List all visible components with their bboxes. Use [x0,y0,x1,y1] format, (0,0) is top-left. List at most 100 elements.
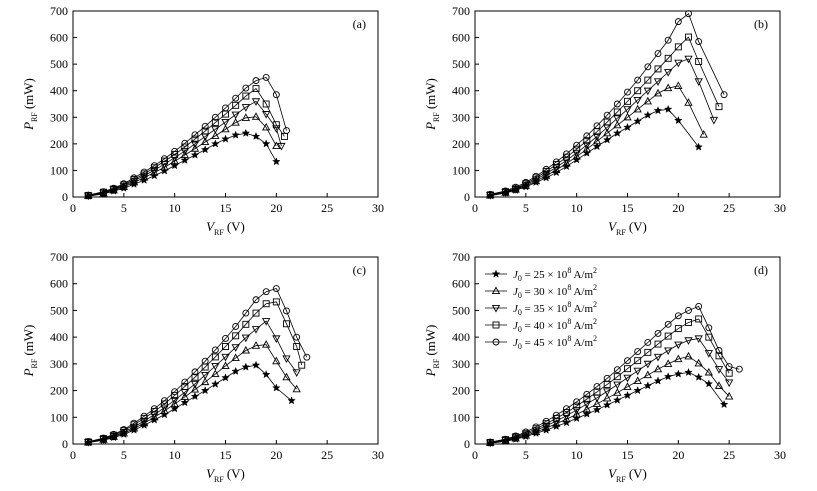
marker-triangle-down [272,125,281,133]
legend-symbol: J [513,269,519,281]
marker-triangle-up [603,393,612,402]
marker-circle [624,357,631,365]
marker-triangle-down [491,304,501,313]
marker-square [634,87,642,95]
marker-triangle-up [694,358,703,367]
x-tick-label: 10 [571,201,583,215]
x-tick-label: 30 [372,201,384,215]
marker-triangle-up [272,356,281,365]
marker-square [685,319,692,326]
y-tick-label: 500 [50,303,68,317]
x-tick-label: 25 [321,448,333,462]
marker-triangle-down [170,154,179,163]
marker-triangle-down [170,397,179,405]
marker-circle [624,88,631,96]
marker-triangle-down [221,119,230,127]
marker-triangle-down [201,372,210,380]
marker-square [654,340,662,348]
marker-square [695,58,703,65]
series-line [490,355,730,444]
marker-triangle-up [623,382,632,390]
marker-triangle-down [562,157,571,165]
marker-square [201,127,209,135]
series-triangle-down [486,55,719,200]
marker-circle [262,73,270,81]
marker-square [725,369,733,377]
marker-triangle-up [160,162,169,171]
axis-label-symbol: V [206,219,216,234]
plot-frame [72,10,379,198]
y-tick-label: 0 [464,190,470,204]
marker-triangle-up [613,120,622,129]
marker-triangle-up [582,404,591,413]
legend-unit-exponent: 2 [593,283,597,292]
marker-star [231,366,240,375]
marker-circle [492,338,500,346]
legend-unit-exponent: 2 [593,334,597,343]
marker-circle [140,412,148,420]
marker-square [624,365,631,373]
marker-star [241,128,251,137]
legend-symbol: J [513,320,519,332]
axis-label-symbol: V [608,466,618,481]
axis-label-unit: (mW) [21,78,36,109]
x-tick-label: 20 [270,448,282,462]
legend-subscript: 0 [518,291,522,300]
legend-unit-exponent: 2 [593,317,597,326]
marker-circle [664,320,672,328]
marker-star [251,131,261,141]
series-line [490,13,725,195]
marker-star [190,150,200,159]
marker-triangle-up [623,112,632,121]
legend-label: J0 = 25 × 108 A/m2 [513,266,597,283]
marker-star [231,130,240,139]
marker-star [643,110,653,119]
legend-symbol: J [513,286,519,298]
series-line [88,288,308,442]
marker-triangle-down [231,344,240,352]
axis-label-subscript: RF [214,475,224,484]
legend-label: J0 = 30 × 108 A/m2 [513,283,597,300]
x-tick-label: 20 [672,448,684,462]
marker-square [211,353,219,361]
marker-circle [272,91,280,99]
marker-circle [232,94,240,102]
marker-square [492,321,500,329]
marker-triangle-up [613,388,622,396]
marker-triangle-down [709,116,719,125]
series-line [88,301,303,443]
marker-triangle-down [241,334,250,343]
marker-circle [191,131,199,139]
marker-square [252,309,260,317]
marker-circle [603,111,611,119]
legend-subscript: 0 [518,308,522,317]
axis-label-unit: (V) [227,466,245,481]
marker-circle [735,365,743,373]
marker-triangle-down [684,55,693,64]
marker-triangle-down [592,133,602,141]
legend-text: = 30 × 10 [522,286,568,298]
marker-circle [171,388,179,396]
marker-square [705,333,713,341]
marker-triangle-down [633,367,642,376]
marker-circle [201,357,209,365]
marker-star [592,141,602,151]
marker-circle [181,378,189,386]
plot-frame [72,256,379,445]
x-tick-label: 10 [169,448,181,462]
y-tick-label: 600 [50,31,68,45]
marker-circle [502,187,509,195]
marker-triangle-down [562,412,571,421]
axis-label-unit: (V) [629,219,647,234]
marker-triangle-up [262,122,271,131]
marker-triangle-up [251,112,261,120]
marker-square [695,315,703,323]
y-tick-label: 0 [62,190,68,204]
marker-star [613,395,622,404]
y-axis-label: PRF (mW) [423,325,441,378]
y-tick-label: 100 [452,410,470,424]
y-tick-label: 600 [452,31,470,45]
marker-star [719,399,729,409]
marker-star [653,106,663,115]
marker-triangle-up [180,150,189,159]
